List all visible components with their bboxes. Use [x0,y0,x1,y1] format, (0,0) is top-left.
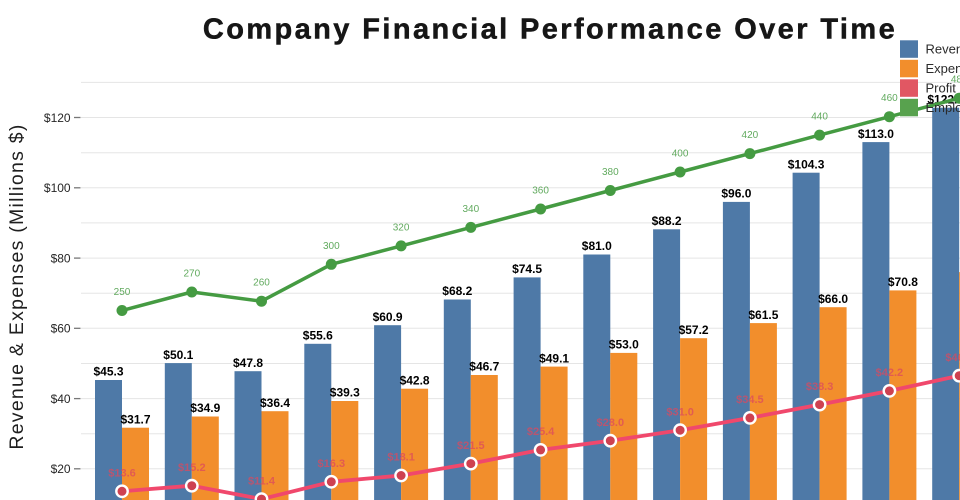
svg-text:$57.2: $57.2 [679,323,709,337]
svg-text:$31.7: $31.7 [120,412,150,426]
svg-text:$40: $40 [51,392,71,406]
svg-text:$34.9: $34.9 [190,401,220,415]
svg-text:$28.0: $28.0 [597,417,625,429]
svg-text:$61.5: $61.5 [748,308,778,322]
svg-text:$46.5: $46.5 [945,352,960,364]
svg-text:$38.3: $38.3 [806,381,834,393]
svg-text:$70.8: $70.8 [888,275,918,289]
svg-text:250: 250 [114,287,131,298]
svg-text:360: 360 [532,186,549,197]
svg-text:$36.4: $36.4 [260,396,290,410]
svg-text:$18.1: $18.1 [387,452,415,464]
svg-text:270: 270 [183,269,200,280]
svg-text:$100: $100 [44,181,71,195]
svg-text:$42.2: $42.2 [876,367,904,379]
svg-text:$50.1: $50.1 [163,348,193,362]
svg-text:480: 480 [951,75,960,86]
svg-text:$11.4: $11.4 [248,475,276,487]
svg-text:$20: $20 [51,462,71,476]
svg-text:$55.6: $55.6 [303,329,333,343]
svg-text:$25.4: $25.4 [527,426,555,438]
svg-text:Revenue: Revenue [926,42,960,57]
svg-text:$60.9: $60.9 [373,310,403,324]
svg-text:460: 460 [881,93,898,104]
svg-text:340: 340 [462,204,479,215]
svg-text:$74.5: $74.5 [512,262,542,276]
svg-text:$88.2: $88.2 [652,214,682,228]
svg-text:$66.0: $66.0 [818,292,848,306]
svg-text:320: 320 [393,222,410,233]
svg-text:$120: $120 [44,111,71,125]
svg-text:420: 420 [742,130,759,141]
svg-text:300: 300 [323,241,340,252]
svg-text:$104.3: $104.3 [788,157,825,171]
svg-text:$39.3: $39.3 [330,386,360,400]
svg-text:Profit: Profit [926,81,957,96]
svg-text:440: 440 [811,112,828,123]
svg-text:$47.8: $47.8 [233,356,263,370]
svg-text:$46.7: $46.7 [469,360,499,374]
svg-text:$31.0: $31.0 [666,406,694,418]
svg-text:$13.6: $13.6 [108,468,136,480]
svg-text:$53.0: $53.0 [609,338,639,352]
svg-text:Company Financial Performance: Company Financial Performance Over Time [203,13,897,45]
svg-text:$45.3: $45.3 [93,365,123,379]
svg-text:260: 260 [253,278,270,289]
svg-text:$15.2: $15.2 [178,462,206,474]
svg-text:$80: $80 [51,251,71,265]
svg-text:$60: $60 [51,322,71,336]
svg-text:Employees: Employees [926,100,960,115]
svg-text:380: 380 [602,167,619,178]
svg-text:$81.0: $81.0 [582,239,612,253]
svg-text:$113.0: $113.0 [858,127,894,141]
svg-text:$34.5: $34.5 [736,394,764,406]
svg-text:$16.3: $16.3 [318,458,346,470]
svg-text:$49.1: $49.1 [539,351,569,365]
svg-text:$42.8: $42.8 [400,373,430,387]
svg-text:$96.0: $96.0 [721,187,751,201]
svg-text:$68.2: $68.2 [442,284,472,298]
svg-text:400: 400 [672,149,689,160]
svg-text:$21.5: $21.5 [457,440,485,452]
svg-text:Revenue & Expenses (Millions $: Revenue & Expenses (Millions $) [6,123,28,449]
svg-text:Expenses: Expenses [926,61,960,76]
